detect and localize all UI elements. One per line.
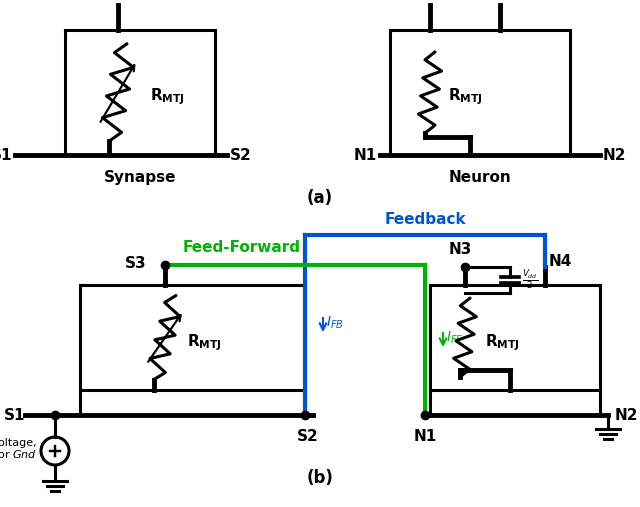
- Text: S3: S3: [107, 0, 129, 2]
- Text: S1: S1: [0, 148, 12, 163]
- Text: N3: N3: [448, 242, 472, 257]
- Text: N3: N3: [419, 0, 442, 2]
- Text: (a): (a): [307, 189, 333, 207]
- Text: N1: N1: [354, 148, 377, 163]
- Text: N4: N4: [488, 0, 512, 2]
- Text: N1: N1: [413, 429, 436, 444]
- Text: $V_{dd}$ or $\mathit{Gnd}$: $V_{dd}$ or $\mathit{Gnd}$: [0, 448, 37, 462]
- Text: $\mathbf{R_{MTJ}}$: $\mathbf{R_{MTJ}}$: [150, 86, 185, 107]
- Text: (b): (b): [307, 469, 333, 487]
- Text: Feedback: Feedback: [384, 212, 466, 227]
- Text: S3: S3: [125, 256, 147, 271]
- Text: S1: S1: [3, 408, 25, 422]
- Text: Pixel voltage,: Pixel voltage,: [0, 438, 37, 448]
- Text: Neuron: Neuron: [449, 170, 511, 185]
- Text: Feed-Forward: Feed-Forward: [183, 240, 301, 255]
- Text: S2: S2: [297, 429, 319, 444]
- Text: $\mathit{I}_{FF}$: $\mathit{I}_{FF}$: [446, 330, 463, 346]
- Text: N2: N2: [615, 408, 639, 422]
- Text: $\mathit{I}_{FB}$: $\mathit{I}_{FB}$: [326, 315, 344, 331]
- Text: $\mathbf{R_{MTJ}}$: $\mathbf{R_{MTJ}}$: [187, 332, 221, 353]
- Text: N2: N2: [603, 148, 627, 163]
- Text: $\mathbf{R_{MTJ}}$: $\mathbf{R_{MTJ}}$: [448, 86, 483, 107]
- Text: $\mathbf{R_{MTJ}}$: $\mathbf{R_{MTJ}}$: [485, 332, 520, 353]
- Text: $\frac{V_{dd}}{2}$: $\frac{V_{dd}}{2}$: [522, 268, 538, 292]
- Text: N4: N4: [548, 255, 572, 270]
- Text: Synapse: Synapse: [104, 170, 176, 185]
- Text: S2: S2: [230, 148, 252, 163]
